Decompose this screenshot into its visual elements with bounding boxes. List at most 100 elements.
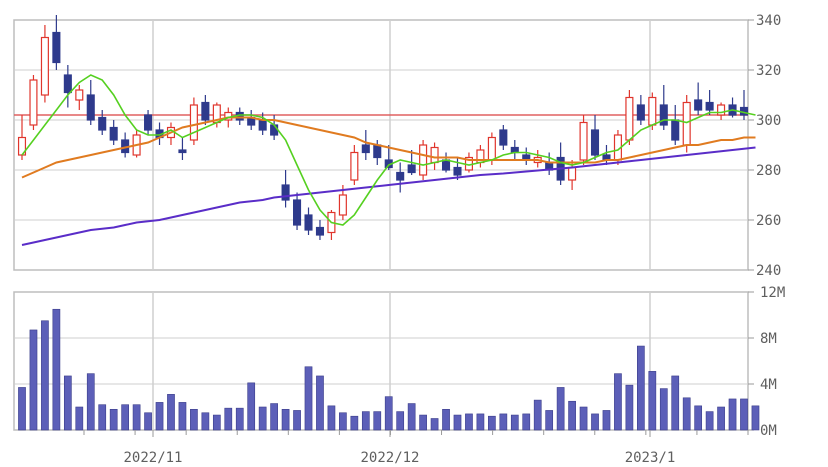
candle-body-down <box>373 144 382 159</box>
volume-y-tick-label: 8M <box>760 331 777 347</box>
candle <box>636 95 645 125</box>
candlesticks <box>17 15 749 240</box>
volume-bar <box>545 410 554 431</box>
candle-body-down <box>63 74 72 94</box>
volume-y-tick-label: 12M <box>760 285 785 301</box>
candle-body-up <box>430 146 439 164</box>
volume-bar <box>728 398 737 431</box>
candle-body-up <box>579 121 588 161</box>
candle-body-up <box>189 104 198 141</box>
volume-bar <box>18 387 26 431</box>
candle-body-down <box>98 116 107 131</box>
candle <box>304 207 313 235</box>
volume-bar <box>327 405 336 431</box>
price-y-axis: 340 320 300 280 260 240 <box>748 13 781 279</box>
price-y-tick-label: 340 <box>756 13 781 29</box>
volume-bar <box>568 400 576 431</box>
price-y-tick-label: 300 <box>756 113 781 129</box>
candle <box>144 110 153 135</box>
candle <box>109 120 118 145</box>
volume-panel: 12M 8M 4M 0M <box>13 285 785 439</box>
price-panel: 340 320 300 280 260 240 <box>13 13 781 279</box>
volume-bar <box>705 411 714 431</box>
candle-body-down <box>705 101 714 111</box>
volume-bar <box>121 404 129 431</box>
volume-bar <box>212 414 221 431</box>
x-axis: 2022/11 2022/12 2023/1 <box>83 430 749 466</box>
volume-bar <box>510 414 519 431</box>
volume-bar <box>442 408 450 431</box>
volume-bar <box>556 387 565 431</box>
candle <box>694 82 703 115</box>
candle <box>98 110 107 135</box>
candle <box>659 85 668 130</box>
x-tick-label: 2022/11 <box>123 450 182 466</box>
candle <box>499 125 508 150</box>
candle <box>625 90 634 145</box>
volume-bar <box>258 406 267 431</box>
volume-bar <box>224 407 233 431</box>
candle-body-down <box>52 31 61 64</box>
candle-body-down <box>453 166 462 176</box>
volume-bar <box>430 418 439 431</box>
volume-bar <box>167 394 175 431</box>
candle <box>682 95 691 153</box>
candle-body-down <box>144 114 153 131</box>
volume-bars <box>18 308 760 431</box>
candle-body-up <box>75 89 84 101</box>
volume-bar <box>717 406 725 431</box>
ma-short-line <box>21 74 756 226</box>
volume-bar <box>533 399 542 431</box>
candle-body-down <box>671 119 680 141</box>
candle-body-up <box>40 36 49 96</box>
candle-body-up <box>338 194 347 216</box>
candle-body-down <box>407 164 416 174</box>
candle-body-down <box>304 214 313 231</box>
candle-body-down <box>396 171 405 181</box>
candle-body-down <box>315 226 325 236</box>
candle <box>178 137 187 160</box>
candle-body-down <box>270 124 279 136</box>
candle-body-up <box>717 104 726 116</box>
candle-body-down <box>258 119 267 131</box>
volume-bar <box>247 382 256 431</box>
volume-y-tick-label: 4M <box>760 377 777 393</box>
volume-bar <box>671 375 680 431</box>
candle-body-down <box>281 184 290 201</box>
price-grid <box>14 20 748 270</box>
volume-bar <box>235 407 244 431</box>
volume-bar <box>144 412 152 431</box>
volume-bar <box>63 375 72 431</box>
volume-bar <box>625 384 634 431</box>
candle <box>717 102 726 120</box>
candle <box>52 15 61 70</box>
candle-body-down <box>659 104 668 126</box>
volume-bar <box>350 415 359 431</box>
volume-bar <box>52 308 61 431</box>
candle-body-down <box>441 159 451 171</box>
volume-bar <box>293 410 301 431</box>
candle <box>293 192 302 230</box>
volume-bar <box>591 413 599 431</box>
volume-bar <box>488 415 496 431</box>
candle-body-up <box>625 96 634 141</box>
candle-body-down <box>109 126 118 141</box>
volume-bar <box>614 373 622 431</box>
volume-bar <box>75 406 84 431</box>
candle <box>453 157 462 180</box>
volume-bar <box>396 411 405 431</box>
volume-bar <box>373 411 382 431</box>
volume-y-axis: 12M 8M 4M 0M <box>748 285 785 439</box>
candle-body-down <box>293 199 302 226</box>
volume-bar <box>109 408 118 431</box>
volume-bar <box>304 366 313 431</box>
volume-bar <box>419 414 427 431</box>
volume-bar <box>465 413 473 431</box>
candle <box>281 170 290 208</box>
price-y-tick-label: 280 <box>756 163 781 179</box>
price-y-tick-label: 320 <box>756 63 781 79</box>
volume-bar <box>98 404 107 431</box>
volume-bar <box>41 320 49 431</box>
candle-body-down <box>694 99 703 111</box>
